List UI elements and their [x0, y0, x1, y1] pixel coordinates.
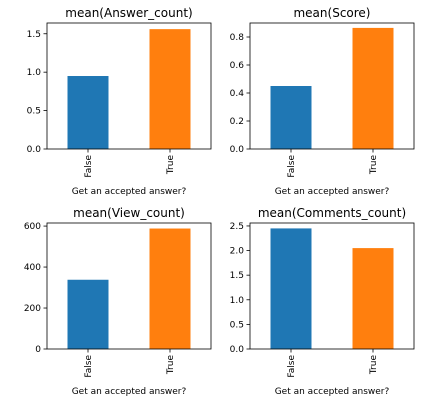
- y-tick-label: 2.0: [230, 247, 245, 257]
- x-tick-label: False: [287, 355, 297, 378]
- x-tick-label: True: [166, 355, 176, 376]
- chart-title: mean(Score): [293, 6, 370, 20]
- chart-title: mean(View_count): [73, 206, 185, 220]
- bar-true: [352, 27, 394, 149]
- axes-frame: [249, 222, 415, 350]
- x-axis-label: Get an accepted answer?: [275, 387, 390, 397]
- y-tick-label: 1.5: [27, 30, 41, 40]
- y-tick-label: 1.0: [230, 296, 245, 306]
- y-tick-label: 0.8: [230, 33, 245, 43]
- axes-frame: [46, 22, 212, 150]
- y-tick-label: 0.0: [27, 145, 42, 155]
- chart-title: mean(Comments_count): [258, 206, 406, 220]
- x-tick-label: False: [287, 155, 297, 178]
- y-tick-label: 2.5: [230, 222, 244, 232]
- y-tick-label: 0.5: [27, 107, 41, 117]
- axes-frame: [249, 22, 415, 150]
- bar-true: [149, 228, 191, 349]
- y-tick-label: 0.0: [230, 345, 245, 355]
- chart-title: mean(Answer_count): [65, 6, 192, 20]
- y-tick-label: 0.4: [230, 89, 245, 99]
- axes-frame: [46, 222, 212, 350]
- bar-false: [67, 76, 109, 149]
- x-tick-label: False: [84, 355, 94, 378]
- x-axis-label: Get an accepted answer?: [275, 187, 390, 197]
- chart-panel-4: mean(Comments_count) False True 0.0 0.5 1.0 1.…: [230, 206, 415, 397]
- y-tick-label: 600: [24, 222, 41, 232]
- x-tick-label: True: [166, 155, 176, 176]
- chart-panel-1: mean(Answer_count) False True 0.0 0.5 1.0 1.5 G…: [27, 6, 212, 197]
- chart-panel-2: mean(Score) False True 0.0 0.2 0.4 0.6 0.8 Get a…: [230, 6, 415, 197]
- y-tick-label: 400: [24, 263, 41, 273]
- y-tick-label: 1.0: [27, 68, 42, 78]
- bar-false: [270, 86, 312, 149]
- y-tick-label: 0.0: [230, 145, 245, 155]
- bar-true: [352, 248, 394, 349]
- x-tick-label: True: [369, 155, 379, 176]
- x-axis-label: Get an accepted answer?: [72, 387, 187, 397]
- x-axis-label: Get an accepted answer?: [72, 187, 187, 197]
- bar-false: [270, 228, 312, 349]
- y-tick-label: 0.5: [230, 320, 244, 330]
- bar-true: [149, 29, 191, 150]
- y-tick-label: 200: [24, 304, 41, 314]
- x-tick-label: True: [369, 355, 379, 376]
- y-tick-label: 0.2: [230, 117, 244, 127]
- bar-false: [67, 279, 109, 349]
- y-tick-label: 1.5: [230, 271, 244, 281]
- x-tick-label: False: [84, 155, 94, 178]
- y-tick-label: 0.6: [230, 61, 245, 71]
- chart-panel-3: mean(View_count) False True 0 200 400 600 Get a…: [24, 206, 212, 397]
- y-tick-label: 0: [35, 345, 41, 355]
